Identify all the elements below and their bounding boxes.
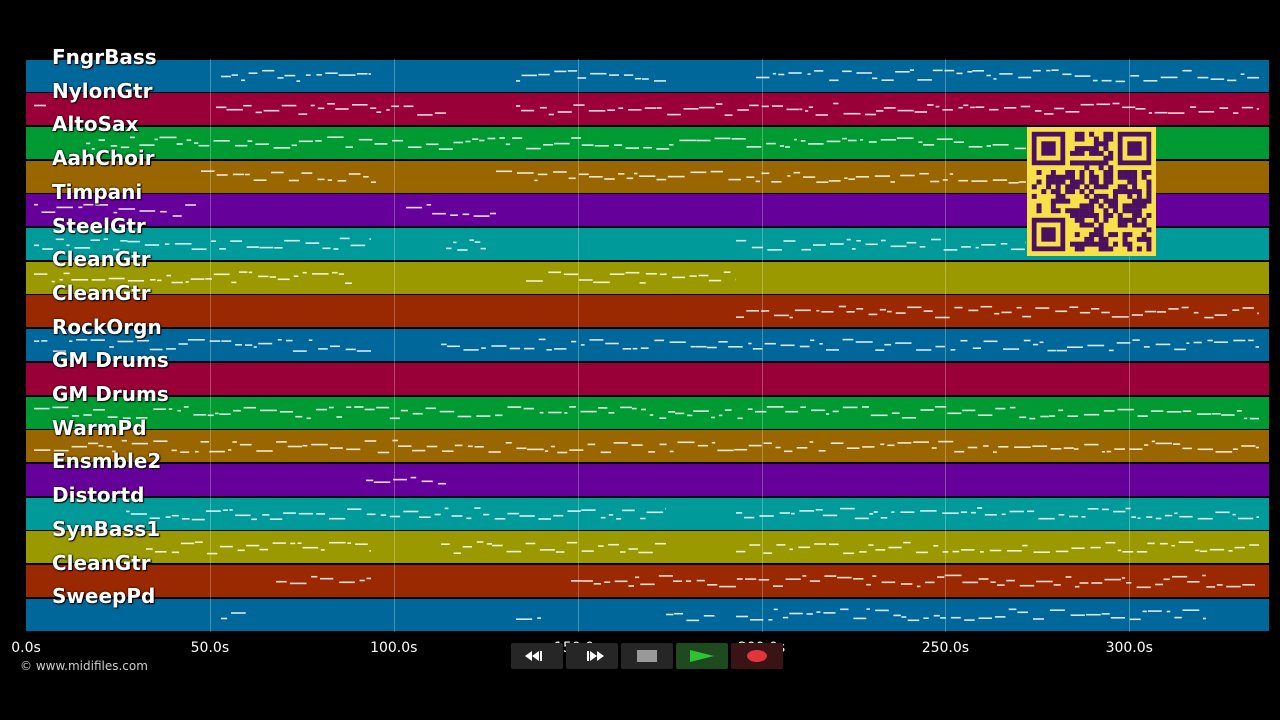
rewind-icon	[525, 651, 542, 661]
track-lane	[26, 497, 1269, 530]
track-lane	[26, 463, 1269, 496]
time-tick-label: 250.0s	[921, 640, 970, 656]
fast-forward-button[interactable]	[566, 643, 618, 669]
track-label: Ensmble2	[52, 449, 162, 474]
track-label: AltoSax	[52, 112, 139, 137]
track-lane	[26, 329, 1269, 362]
time-tick-label: 300.0s	[1105, 640, 1153, 656]
track-lane	[26, 565, 1269, 597]
rewind-button[interactable]	[511, 643, 563, 669]
time-tick-label: 0.0s	[11, 640, 41, 656]
note-marks	[34, 69, 1259, 622]
grid-line	[393, 59, 395, 632]
track-label: SweepPd	[52, 584, 156, 609]
fast-forward-icon	[587, 651, 604, 661]
record-button[interactable]	[731, 643, 783, 669]
track-label: RockOrgn	[52, 314, 162, 339]
track-label: WarmPd	[52, 415, 147, 440]
track-label: NylonGtr	[52, 78, 153, 103]
grid-line	[577, 59, 579, 632]
play-button[interactable]	[676, 643, 728, 669]
track-lane	[26, 362, 1269, 395]
track-label: CleanGtr	[52, 280, 151, 305]
play-icon	[690, 650, 714, 662]
track-label: GM Drums	[52, 348, 169, 373]
track-label: Timpani	[52, 179, 143, 204]
transport-controls	[511, 643, 783, 669]
copyright-text: © www.midifiles.com	[20, 659, 148, 673]
track-lane	[26, 598, 1269, 631]
qr-code	[1027, 127, 1156, 256]
track-label: CleanGtr	[52, 247, 151, 272]
track-label: CleanGtr	[52, 550, 151, 575]
track-lane	[26, 430, 1269, 463]
grid-line	[209, 59, 211, 632]
stop-button[interactable]	[621, 643, 673, 669]
grid-line	[761, 59, 763, 632]
track-label: SteelGtr	[52, 213, 146, 238]
track-label: FngrBass	[52, 45, 157, 69]
track-lane	[26, 261, 1269, 294]
track-lane	[26, 531, 1269, 564]
record-icon	[747, 650, 767, 662]
grid-line	[1129, 59, 1131, 632]
stop-icon	[637, 650, 657, 662]
track-label: GM Drums	[52, 382, 169, 406]
time-tick-label: 100.0s	[370, 640, 418, 656]
track-label: AahChoir	[52, 146, 155, 171]
track-lane	[26, 396, 1269, 429]
grid-line	[945, 59, 947, 632]
time-tick-label: 50.0s	[190, 640, 230, 656]
track-label: SynBass1	[52, 516, 161, 541]
track-label: Distortd	[52, 483, 145, 508]
